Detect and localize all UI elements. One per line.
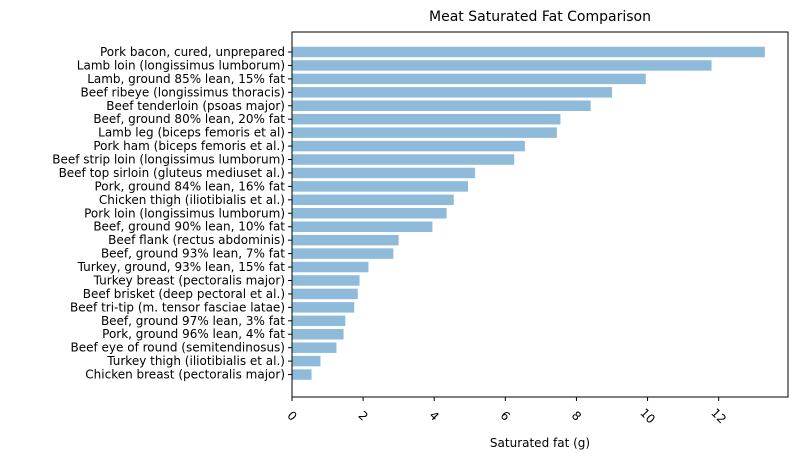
category-label: Lamb loin (longissimus lumborum) [77, 58, 285, 72]
bar [292, 181, 468, 192]
chart-title: Meat Saturated Fat Comparison [429, 9, 651, 25]
bar [292, 194, 454, 206]
category-label: Beef tri-tip (m. tensor fasciae latae) [70, 300, 285, 314]
category-label: Chicken breast (pectoralis major) [85, 368, 285, 382]
bar [292, 87, 612, 98]
category-label: Beef strip loin (longissimus lumborum) [52, 153, 285, 167]
bar [292, 234, 399, 246]
bar [292, 167, 476, 179]
bar [292, 100, 591, 112]
category-label: Pork bacon, cured, unprepared [100, 45, 285, 59]
x-axis-label: Saturated fat (g) [490, 436, 590, 450]
category-label: Beef top sirloin (gluteus mediuset al.) [59, 166, 285, 180]
category-label: Turkey thigh (iliotibialis et al.) [106, 354, 285, 368]
bars-group [292, 46, 765, 380]
category-label: Beef, ground 93% lean, 7% fat [101, 247, 285, 261]
bar [292, 315, 346, 327]
bar [292, 140, 525, 152]
x-tick-label: 4 [427, 408, 442, 423]
category-label: Turkey, ground, 93% lean, 15% fat [77, 260, 286, 274]
bar [292, 288, 358, 300]
category-label: Pork loin (longissimus lumborum) [84, 206, 285, 220]
category-label: Beef ribeye (longissimus thoracis) [80, 85, 285, 99]
category-label: Beef, ground 80% lean, 20% fat [93, 112, 285, 126]
bar [292, 60, 712, 71]
x-tick-label: 12 [708, 406, 729, 427]
category-label: Beef tenderloin (psoas major) [106, 99, 285, 113]
bar [292, 208, 447, 219]
x-tick-label: 10 [637, 406, 658, 427]
category-label: Beef, ground 90% lean, 10% fat [93, 220, 285, 234]
x-tick-label: 0 [284, 408, 299, 423]
bar [292, 113, 561, 125]
bar [292, 328, 344, 340]
bar [292, 261, 369, 273]
category-label: Pork, ground 84% lean, 16% fat [95, 179, 286, 193]
x-tick-label: 2 [355, 408, 370, 423]
category-label: Lamb leg (biceps femoris et al) [98, 126, 285, 140]
category-label: Beef, ground 97% lean, 3% fat [101, 314, 285, 328]
category-label: Lamb, ground 85% lean, 15% fat [87, 72, 285, 86]
bar [292, 342, 337, 353]
bar [292, 369, 312, 380]
bar [292, 221, 433, 232]
x-tick-label: 6 [498, 408, 513, 423]
plot-frame [291, 31, 789, 398]
category-label: Pork ham (biceps femoris et al.) [93, 139, 285, 153]
category-label: Beef eye of round (semitendinosus) [71, 341, 285, 355]
x-tick-label: 8 [569, 408, 584, 423]
bar [292, 46, 765, 58]
category-label: Beef brisket (deep pectoral et al.) [83, 287, 285, 301]
category-label: Pork, ground 96% lean, 4% fat [102, 327, 285, 341]
bar [292, 154, 515, 165]
bar [292, 355, 321, 367]
x-axis-ticks: 0 2 4 6 8 10 12 [284, 397, 729, 426]
bar [292, 73, 646, 85]
category-label: Turkey breast (pectoralis major) [93, 273, 285, 287]
bar [292, 127, 557, 138]
category-label: Chicken thigh (iliotibialis et al.) [99, 193, 285, 207]
bar [292, 275, 360, 286]
category-label: Beef flank (rectus abdominis) [108, 233, 285, 247]
bar [292, 248, 394, 259]
bar [292, 302, 355, 313]
